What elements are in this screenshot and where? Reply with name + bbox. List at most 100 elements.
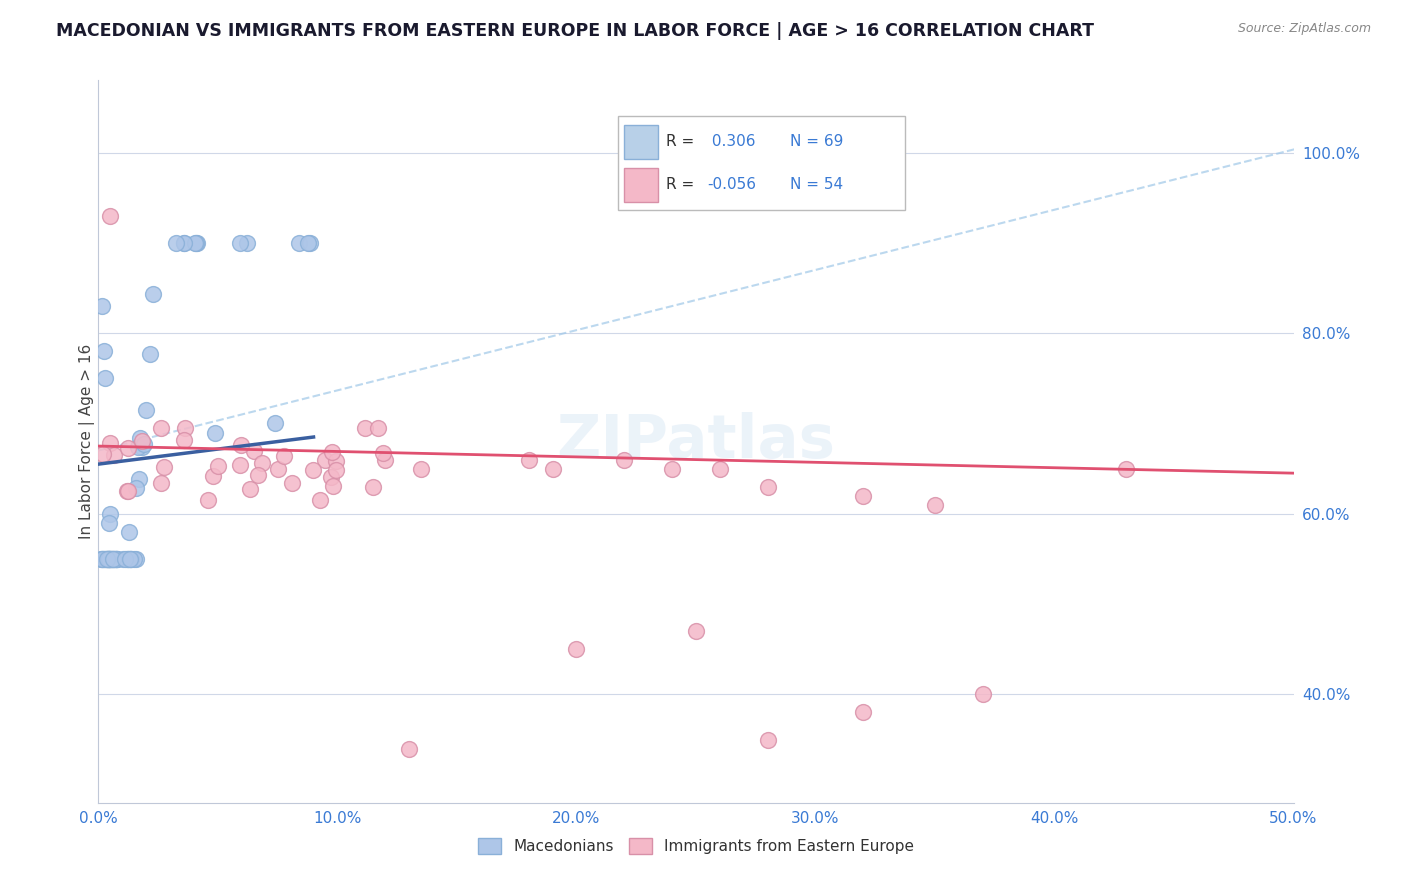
- Point: [173, 433, 195, 447]
- Point: [367, 421, 389, 435]
- Point: [131, 441, 153, 455]
- Point: [105, 552, 128, 566]
- Point: [91, 299, 114, 313]
- Point: [852, 489, 875, 503]
- Point: [98, 552, 121, 566]
- Point: [398, 741, 420, 756]
- Point: [685, 624, 707, 639]
- Text: ZIPatlas: ZIPatlas: [557, 412, 835, 471]
- Point: [297, 235, 319, 250]
- Point: [98, 436, 121, 450]
- Point: [91, 447, 114, 461]
- Point: [613, 452, 636, 467]
- Point: [411, 461, 433, 475]
- Point: [281, 475, 304, 490]
- Point: [131, 434, 153, 449]
- Point: [128, 472, 150, 486]
- Point: [302, 462, 325, 476]
- Point: [103, 552, 125, 566]
- Text: MACEDONIAN VS IMMIGRANTS FROM EASTERN EUROPE IN LABOR FORCE | AGE > 16 CORRELATI: MACEDONIAN VS IMMIGRANTS FROM EASTERN EU…: [56, 22, 1094, 40]
- Point: [117, 484, 139, 499]
- Point: [118, 552, 141, 566]
- Point: [96, 552, 118, 566]
- Point: [96, 552, 118, 566]
- Point: [120, 552, 142, 566]
- Point: [105, 552, 128, 566]
- Point: [91, 552, 114, 566]
- Legend: Macedonians, Immigrants from Eastern Europe: Macedonians, Immigrants from Eastern Eur…: [472, 832, 920, 860]
- Point: [319, 470, 342, 484]
- Text: Source: ZipAtlas.com: Source: ZipAtlas.com: [1237, 22, 1371, 36]
- Point: [243, 443, 266, 458]
- Point: [267, 461, 290, 475]
- Point: [354, 421, 377, 435]
- Point: [98, 552, 121, 566]
- Point: [127, 441, 149, 455]
- Point: [98, 507, 121, 521]
- Point: [105, 552, 128, 566]
- Point: [125, 552, 148, 566]
- Point: [1115, 461, 1137, 475]
- Point: [105, 552, 128, 566]
- Point: [756, 732, 779, 747]
- Point: [111, 552, 134, 566]
- Point: [197, 493, 219, 508]
- Point: [371, 446, 394, 460]
- Point: [97, 552, 120, 566]
- Point: [229, 235, 252, 250]
- Point: [236, 235, 259, 250]
- Point: [247, 468, 270, 483]
- Point: [122, 552, 145, 566]
- Point: [321, 444, 343, 458]
- Point: [374, 452, 396, 467]
- Point: [125, 481, 148, 495]
- Point: [96, 552, 118, 566]
- Point: [100, 552, 122, 566]
- Point: [103, 448, 125, 462]
- Point: [118, 524, 141, 539]
- Point: [93, 344, 115, 359]
- Point: [852, 706, 875, 720]
- Point: [756, 480, 779, 494]
- Point: [90, 552, 112, 566]
- Point: [103, 552, 125, 566]
- Point: [139, 346, 162, 360]
- Point: [120, 552, 142, 566]
- Point: [118, 552, 141, 566]
- Point: [103, 552, 125, 566]
- Point: [93, 552, 115, 566]
- Point: [202, 469, 225, 483]
- Point: [150, 475, 173, 490]
- Point: [117, 441, 139, 455]
- Point: [117, 552, 139, 566]
- Point: [250, 456, 273, 470]
- Point: [709, 461, 731, 475]
- Point: [186, 235, 208, 250]
- Point: [91, 552, 114, 566]
- Point: [239, 483, 262, 497]
- Y-axis label: In Labor Force | Age > 16: In Labor Force | Age > 16: [79, 344, 96, 539]
- Point: [972, 687, 994, 701]
- Point: [128, 431, 150, 445]
- Point: [115, 552, 138, 566]
- Point: [153, 459, 176, 474]
- Point: [150, 421, 173, 435]
- Point: [98, 209, 122, 223]
- Point: [117, 552, 139, 566]
- Point: [325, 463, 347, 477]
- Point: [186, 235, 208, 250]
- Point: [288, 235, 311, 250]
- Point: [135, 403, 157, 417]
- Point: [173, 235, 195, 250]
- Point: [308, 493, 330, 508]
- Point: [541, 461, 564, 475]
- Point: [565, 642, 588, 657]
- Point: [101, 552, 124, 566]
- Point: [98, 552, 121, 566]
- Point: [363, 480, 385, 494]
- Point: [117, 483, 139, 498]
- Point: [228, 458, 250, 472]
- Point: [315, 452, 337, 467]
- Point: [165, 235, 187, 250]
- Point: [94, 552, 117, 566]
